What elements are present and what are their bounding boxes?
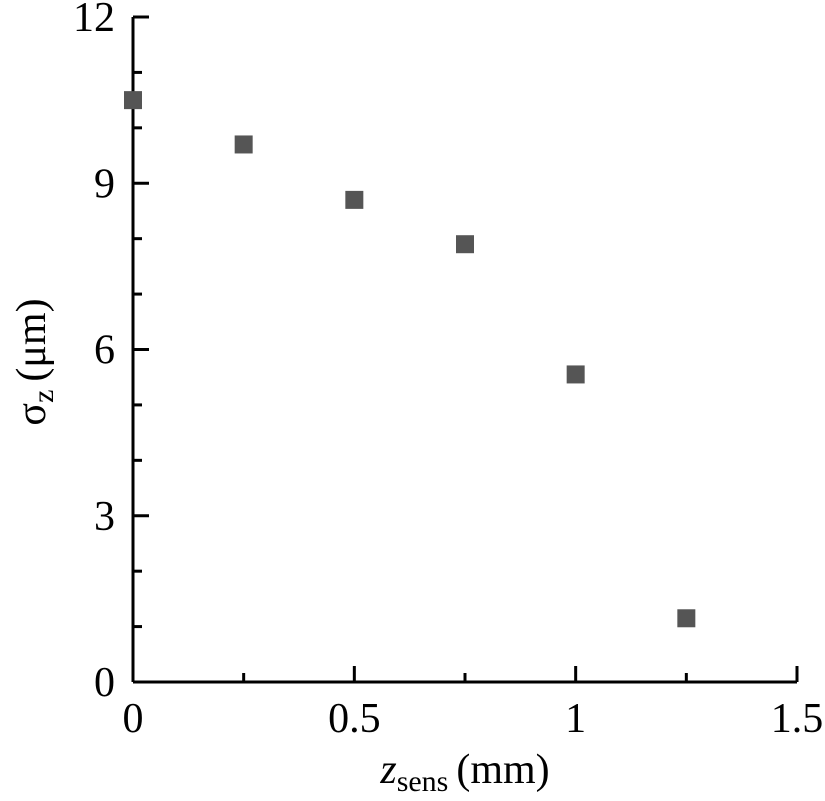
x-axis-title-unit: (mm): [456, 747, 549, 793]
y-tick-label: 3: [94, 494, 115, 540]
data-point: [456, 235, 474, 254]
y-tick-label: 9: [94, 161, 115, 207]
data-point: [677, 609, 696, 628]
data-point: [234, 135, 253, 154]
y-axis-title-sub: z: [27, 390, 60, 403]
y-axis-title: σz (μm): [9, 298, 60, 425]
data-markers: [124, 91, 696, 628]
x-axis-title-main: z: [379, 747, 396, 793]
x-tick-label: 0.5: [328, 696, 381, 742]
y-tick-label: 0: [94, 660, 115, 706]
y-tick-label: 6: [94, 328, 115, 374]
axes: [131, 17, 797, 684]
y-axis-title-unit: (μm): [9, 298, 55, 381]
x-tick-label: 0: [123, 696, 144, 742]
ticks: 0 3 6 9 12 0 0.5 1 1.5: [73, 0, 823, 742]
x-tick-label: 1: [565, 696, 586, 742]
data-point: [124, 91, 142, 110]
x-axis-title: zsens (mm): [379, 747, 549, 798]
y-axis-title-main: σ: [9, 403, 55, 426]
x-tick-label: 1.5: [771, 696, 824, 742]
x-axis-title-sub: sens: [397, 765, 449, 798]
data-point: [566, 365, 585, 384]
data-point: [345, 190, 364, 209]
y-tick-label: 12: [73, 0, 115, 41]
